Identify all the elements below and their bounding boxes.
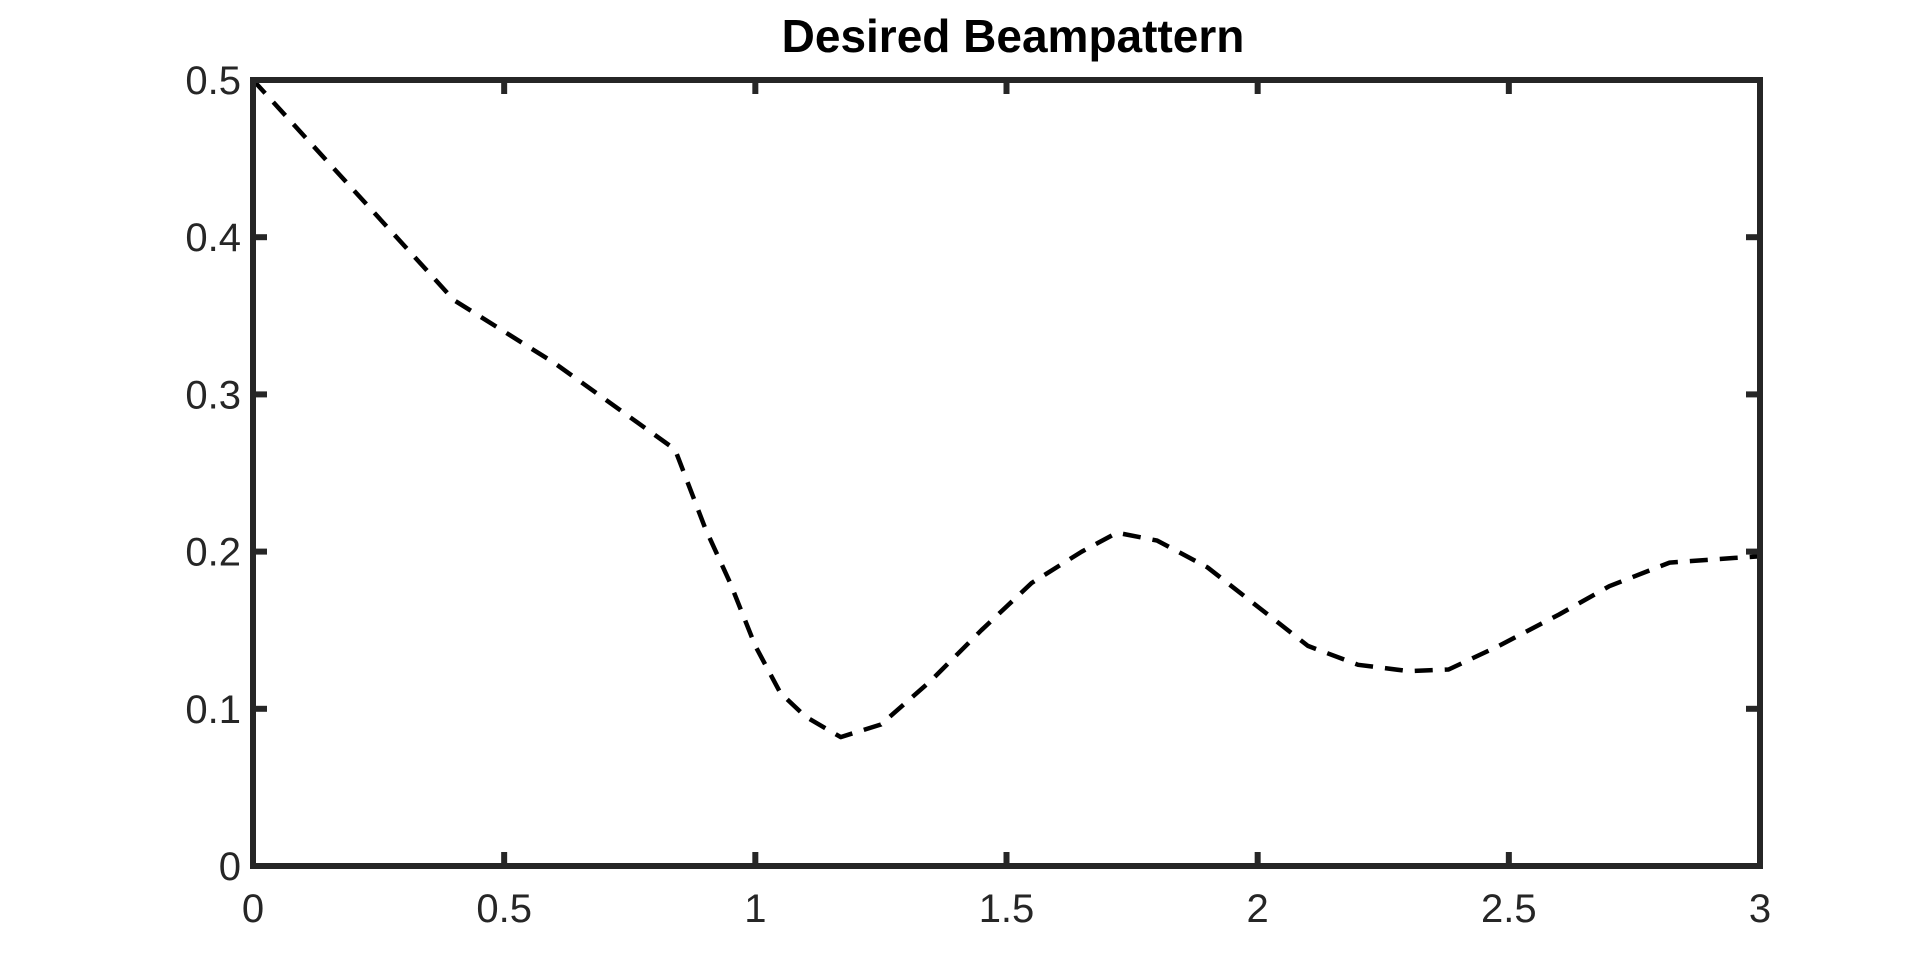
x-tick-label: 3	[1749, 887, 1771, 931]
y-tick-label: 0	[219, 845, 241, 889]
y-tick-label: 0.4	[185, 216, 241, 260]
chart-title: Desired Beampattern	[782, 10, 1245, 62]
x-tick-label: 1	[744, 887, 766, 931]
axes-box	[250, 77, 1763, 869]
x-tick-label: 0	[242, 887, 264, 931]
x-tick-label: 1.5	[979, 887, 1035, 931]
y-tick-label: 0.5	[185, 59, 241, 103]
plot-area: 0 0.5 1 1.5 2 2.5 3 0 0.1 0.2 0.3 0.4 0.5	[185, 59, 1771, 931]
series-line-0	[251, 78, 1761, 740]
y-tick-label: 0.3	[185, 373, 241, 417]
x-tick-label: 2	[1247, 887, 1269, 931]
x-tick-label: 2.5	[1481, 887, 1537, 931]
y-tick-label: 0.2	[185, 531, 241, 575]
y-tick-label: 0.1	[185, 688, 241, 732]
x-tick-label: 0.5	[476, 887, 532, 931]
